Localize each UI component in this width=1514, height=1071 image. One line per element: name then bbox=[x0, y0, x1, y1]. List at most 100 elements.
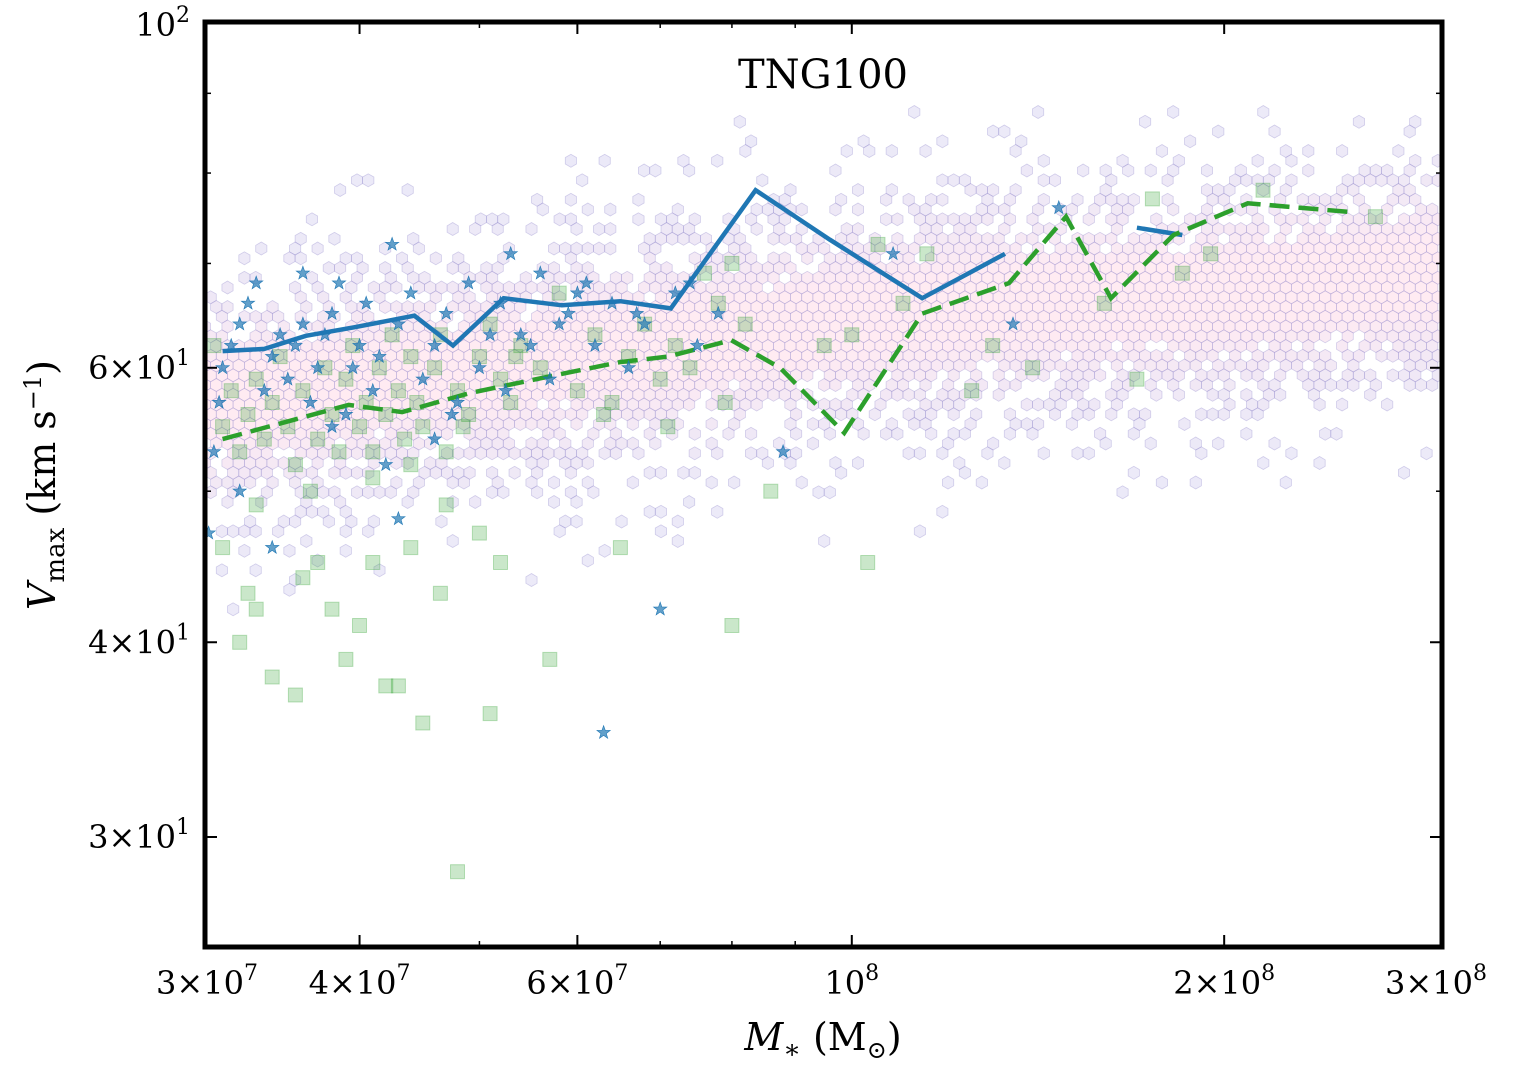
hexbin-cell bbox=[947, 348, 960, 363]
hexbin-cell bbox=[519, 446, 532, 461]
hexbin-cell bbox=[531, 192, 544, 207]
hexbin-cell bbox=[964, 358, 977, 373]
hexbin-cell bbox=[1262, 348, 1275, 363]
hexbin-cell bbox=[1313, 222, 1326, 236]
hexbin-cell bbox=[1155, 475, 1168, 490]
hexbin-cell bbox=[722, 368, 735, 383]
hexbin-cell bbox=[1403, 358, 1416, 373]
hexbin-cell bbox=[1409, 212, 1422, 227]
hexbin-cell bbox=[1189, 358, 1202, 373]
hexbin-cell bbox=[885, 417, 898, 431]
hexbin-cell bbox=[1234, 163, 1247, 178]
square-marker bbox=[724, 618, 740, 633]
hexbin-cell bbox=[739, 378, 752, 392]
hexbin-cell bbox=[1392, 183, 1405, 197]
hexbin-cell bbox=[829, 163, 842, 178]
hexbin-cell bbox=[1116, 153, 1129, 168]
hexbin-cell bbox=[1274, 212, 1287, 227]
hexbin-cell bbox=[491, 475, 504, 490]
hexbin-cell bbox=[885, 261, 898, 275]
hexbin-cell bbox=[536, 280, 549, 295]
hexbin-cell bbox=[300, 436, 313, 451]
hexbin-cell bbox=[1420, 173, 1433, 188]
hexbin-cell bbox=[1071, 329, 1084, 344]
hexbin-cell bbox=[1414, 378, 1427, 392]
hexbin-cell bbox=[1420, 348, 1433, 363]
hexbin-cell bbox=[913, 387, 926, 402]
hexbin-cell bbox=[305, 465, 319, 480]
hexbin-cell bbox=[1319, 348, 1332, 363]
hexbin-cell bbox=[1229, 329, 1242, 344]
hexbin-cell bbox=[930, 222, 943, 236]
hexbin-cell bbox=[1347, 319, 1360, 334]
hexbin-cell bbox=[581, 456, 594, 470]
hexbin-cell bbox=[1071, 368, 1084, 383]
hexbin-cell bbox=[660, 417, 673, 431]
hexbin-cell bbox=[683, 397, 696, 412]
hexbin-cell bbox=[1291, 358, 1304, 373]
hexbin-cell bbox=[474, 212, 487, 227]
square-marker bbox=[338, 651, 354, 667]
hexbin-cell bbox=[660, 397, 673, 412]
hexbin-cell bbox=[1313, 397, 1326, 412]
square-marker bbox=[215, 540, 231, 556]
hexbin-cell bbox=[384, 485, 397, 500]
hexbin-cell bbox=[998, 124, 1011, 139]
hexbin-cell bbox=[272, 426, 285, 441]
hexbin-cell bbox=[654, 387, 667, 402]
hexbin-cell bbox=[1049, 329, 1061, 344]
hexbin-cell bbox=[632, 387, 645, 402]
hexbin-cell bbox=[288, 280, 302, 295]
hexbin-cell bbox=[885, 378, 898, 392]
hexbin-cell bbox=[1201, 241, 1213, 256]
hexbin-cell bbox=[390, 475, 403, 490]
hexbin-cell bbox=[1032, 339, 1045, 353]
hexbin-cell bbox=[1307, 368, 1320, 383]
hexbin-cell bbox=[1099, 183, 1112, 197]
hexbin-cell bbox=[604, 202, 617, 217]
hexbin-cell bbox=[559, 241, 572, 256]
hexbin-cell bbox=[823, 270, 836, 285]
hexbin-cell bbox=[536, 202, 549, 217]
hexbin-cell bbox=[638, 280, 651, 295]
hexbin-cell bbox=[750, 378, 763, 392]
hexbin-cell bbox=[829, 378, 842, 392]
hexbin-cell bbox=[733, 387, 746, 402]
hexbin-cell bbox=[581, 241, 594, 256]
hexbin-cell bbox=[227, 446, 240, 461]
hexbin-cell bbox=[367, 436, 380, 451]
hexbin-cell bbox=[1229, 173, 1242, 188]
hexbin-cell bbox=[1375, 212, 1388, 227]
hexbin-cell bbox=[277, 436, 290, 451]
hexbin-cell bbox=[446, 495, 459, 509]
hexbin-cell bbox=[632, 446, 645, 461]
x-tick-label: 4×107 bbox=[309, 961, 411, 1002]
hexbin-cell bbox=[1364, 309, 1377, 324]
hexbin-cell bbox=[1313, 378, 1326, 392]
hexbin-cell bbox=[1257, 319, 1270, 334]
hexbin-cell bbox=[362, 173, 375, 188]
x-axis-label: M∗ (M⊙) bbox=[743, 1015, 901, 1065]
hexbin-cell bbox=[908, 358, 921, 373]
y-axis-label: Vmax (km s−1) bbox=[19, 360, 71, 610]
hexbin-cell bbox=[1279, 183, 1292, 197]
hexbin-cell bbox=[919, 222, 932, 236]
square-marker bbox=[295, 383, 311, 399]
hexbin-cell bbox=[1088, 241, 1101, 256]
hexbin-cell bbox=[1009, 144, 1022, 158]
hexbin-cell bbox=[497, 485, 510, 500]
hexbin-cell bbox=[570, 241, 583, 256]
hexbin-cell bbox=[947, 426, 960, 441]
hexbin-cell bbox=[469, 300, 482, 314]
hexbin-cell bbox=[379, 261, 392, 275]
hexbin-cell bbox=[1420, 446, 1433, 461]
hexbin-cell bbox=[1381, 222, 1394, 236]
hexbin-cell bbox=[1403, 378, 1416, 392]
hexbin-cell bbox=[1206, 368, 1219, 383]
hexbin-cell bbox=[1307, 348, 1320, 363]
hexbin-cell bbox=[936, 446, 949, 461]
hexbin-cell bbox=[784, 183, 797, 197]
hexbin-cell bbox=[880, 212, 893, 227]
hexbin-cell bbox=[925, 231, 938, 246]
hexbin-cell bbox=[1347, 222, 1360, 236]
